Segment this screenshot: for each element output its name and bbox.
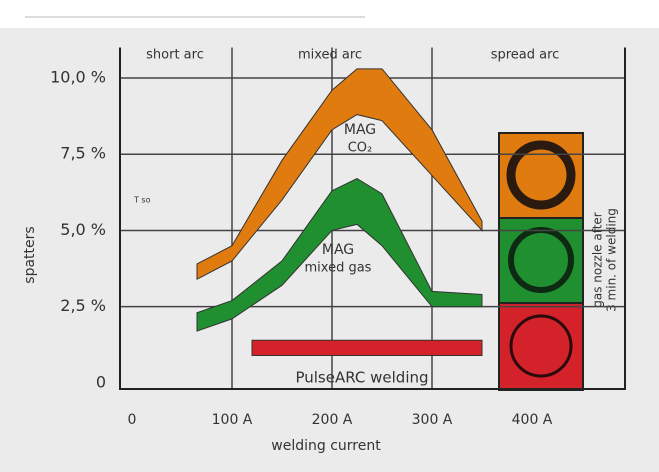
y-tick-label: 5,0 %: [60, 220, 106, 239]
band: [196, 178, 483, 332]
nozzle-panel: [498, 132, 584, 391]
x-axis-label: welding current: [271, 438, 381, 454]
series-label: MAG: [344, 122, 376, 138]
x-tick-label: 100 A: [212, 412, 253, 428]
x-tick-label: 300 A: [412, 412, 453, 428]
series-label: PulseARC welding: [295, 369, 428, 387]
region-label: short arc: [146, 48, 204, 63]
nozzle-icon: [506, 140, 576, 210]
series-label: CO₂: [348, 141, 373, 156]
side-label: gas nozzle after: [591, 212, 605, 308]
series-label: MAG: [322, 242, 354, 258]
x-tick-label: 400 A: [512, 412, 553, 428]
region-label: spread arc: [491, 48, 560, 63]
axis-frame: [119, 47, 626, 390]
side-label: 3 min. of welding: [605, 208, 619, 312]
band: [251, 339, 483, 356]
x-tick-label: 200 A: [312, 412, 353, 428]
y-tick-label: 10,0 %: [50, 67, 106, 86]
annotation: T so: [133, 196, 151, 205]
x-tick-label: 0: [128, 412, 137, 428]
nozzle-icon: [509, 314, 573, 378]
series-label: mixed gas: [305, 261, 372, 276]
y-tick-label: 2,5 %: [60, 296, 106, 315]
top-strip: [0, 0, 659, 28]
band: [196, 68, 483, 281]
region-label: mixed arc: [298, 48, 362, 63]
y-tick-label: 7,5 %: [60, 144, 106, 163]
y-tick-label: 0: [96, 372, 106, 391]
y-axis-label: spatters: [22, 226, 38, 283]
